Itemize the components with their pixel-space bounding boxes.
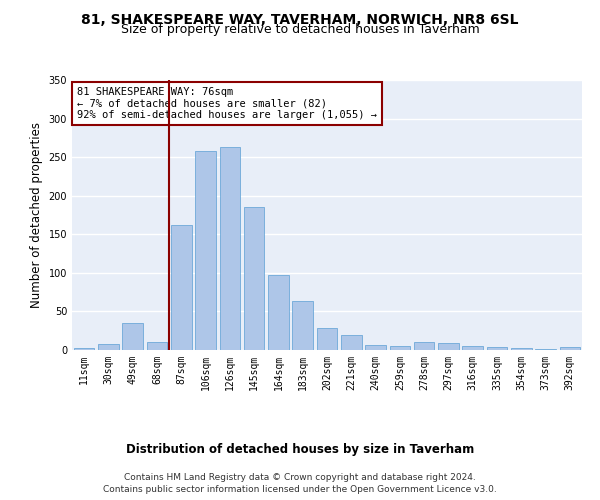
Text: 81 SHAKESPEARE WAY: 76sqm
← 7% of detached houses are smaller (82)
92% of semi-d: 81 SHAKESPEARE WAY: 76sqm ← 7% of detach…	[77, 87, 377, 120]
Bar	[511, 348, 532, 350]
Text: Contains HM Land Registry data © Crown copyright and database right 2024.: Contains HM Land Registry data © Crown c…	[124, 472, 476, 482]
Bar	[487, 347, 508, 350]
Bar	[220, 147, 240, 350]
Bar	[292, 302, 313, 350]
Text: 81, SHAKESPEARE WAY, TAVERHAM, NORWICH, NR8 6SL: 81, SHAKESPEARE WAY, TAVERHAM, NORWICH, …	[81, 12, 519, 26]
Bar	[365, 346, 386, 350]
Bar	[389, 346, 410, 350]
Bar	[560, 347, 580, 350]
Bar	[74, 348, 94, 350]
Text: Size of property relative to detached houses in Taverham: Size of property relative to detached ho…	[121, 22, 479, 36]
Bar	[317, 328, 337, 350]
Text: Contains public sector information licensed under the Open Government Licence v3: Contains public sector information licen…	[103, 485, 497, 494]
Bar	[268, 275, 289, 350]
Bar	[171, 225, 191, 350]
Bar	[146, 342, 167, 350]
Bar	[244, 208, 265, 350]
Bar	[438, 343, 459, 350]
Bar	[195, 151, 216, 350]
Bar	[98, 344, 119, 350]
Bar	[341, 334, 362, 350]
Bar	[463, 346, 483, 350]
Bar	[122, 323, 143, 350]
Text: Distribution of detached houses by size in Taverham: Distribution of detached houses by size …	[126, 442, 474, 456]
Y-axis label: Number of detached properties: Number of detached properties	[30, 122, 43, 308]
Bar	[414, 342, 434, 350]
Bar	[535, 349, 556, 350]
